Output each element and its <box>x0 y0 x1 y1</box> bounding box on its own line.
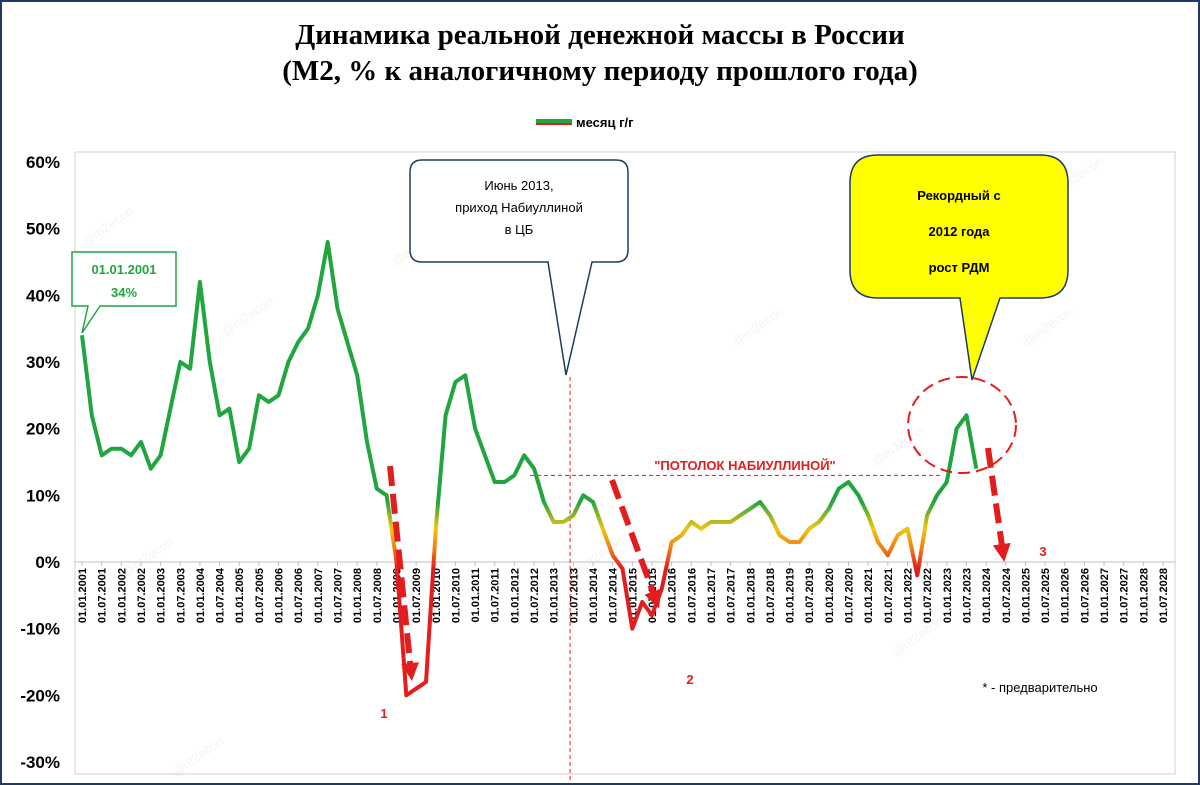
x-tick-label: 01.07.2013 <box>568 568 580 623</box>
x-tick-label: 01.07.2008 <box>372 568 384 623</box>
arrow <box>985 447 1011 562</box>
arrow <box>609 478 662 609</box>
x-tick-label: 01.01.2006 <box>274 568 286 623</box>
callout-box <box>409 159 629 376</box>
x-tick-label: 01.01.2028 <box>1138 568 1150 623</box>
x-tick-label: 01.01.2018 <box>745 568 757 623</box>
x-tick-label: 01.07.2011 <box>490 568 502 622</box>
y-tick-label: 50% <box>26 220 60 239</box>
x-tick-label: 01.01.2021 <box>863 568 875 623</box>
x-tick-label: 01.01.2016 <box>667 568 679 623</box>
x-tick-label: 01.07.2004 <box>215 567 227 623</box>
highlight-circle <box>907 376 1017 474</box>
x-tick-label: 01.01.2022 <box>902 568 914 623</box>
x-tick-label: 01.01.2007 <box>313 568 325 623</box>
x-tick-label: 01.07.2025 <box>1040 568 1052 623</box>
x-tick-label: 01.01.2002 <box>116 568 128 623</box>
y-tick-label: -20% <box>20 686 60 705</box>
y-tick-label: 20% <box>26 420 60 439</box>
x-tick-label: 01.01.2001 <box>77 568 89 623</box>
x-tick-label: 01.07.2028 <box>1158 568 1170 623</box>
y-tick-label: 10% <box>26 486 60 505</box>
x-tick-label: 01.01.2024 <box>981 567 993 623</box>
arrow <box>387 465 420 681</box>
x-tick-label: 01.07.2010 <box>450 568 462 623</box>
x-tick-label: 01.01.2027 <box>1099 568 1111 623</box>
x-tick-label: 01.07.2012 <box>529 568 541 623</box>
callout-text: Июнь 2013, <box>484 178 553 193</box>
y-tick-label: -10% <box>20 620 60 639</box>
x-tick-label: 01.01.2023 <box>942 568 954 623</box>
x-tick-label: 01.07.2005 <box>254 568 266 623</box>
x-tick-label: 01.01.2003 <box>156 568 168 623</box>
series-line <box>80 240 979 698</box>
plot: -30% -20% -10% 0% 10% 20% 30% 40% 50% 60% 01.01.20… <box>20 151 1176 782</box>
x-tick-label: 01.07.2023 <box>961 568 973 623</box>
x-tick-label: 01.07.2009 <box>411 568 423 623</box>
x-tick-label: 01.07.2003 <box>175 568 187 623</box>
y-tick-label: -30% <box>20 753 60 772</box>
x-tick-label: 01.07.2001 <box>97 568 109 623</box>
x-tick-label: 01.07.2026 <box>1079 568 1091 623</box>
y-tick-label: 60% <box>26 153 60 172</box>
x-tick-label: 01.07.2022 <box>922 568 934 623</box>
x-tick-label: 01.01.2017 <box>706 568 718 623</box>
note: * - предварительно <box>982 680 1097 695</box>
plot-area <box>74 151 1176 775</box>
x-tick-label: 01.01.2014 <box>588 567 600 623</box>
x-tick-label: 01.01.2008 <box>352 568 364 623</box>
x-tick-label: 01.01.2004 <box>195 567 207 623</box>
callout-box <box>849 154 1069 381</box>
x-tick-label: 01.07.2017 <box>726 568 738 623</box>
x-tick-label: 01.07.2024 <box>1001 567 1013 623</box>
x-tick-label: 01.01.2025 <box>1020 568 1032 623</box>
callout-text: рост РДМ <box>929 260 990 275</box>
y-tick-label: 40% <box>26 286 60 305</box>
callout-text: в ЦБ <box>505 222 534 237</box>
x-tick-label: 01.01.2013 <box>549 568 561 623</box>
x-tick-label: 01.07.2021 <box>883 568 895 623</box>
x-tick-label: 01.07.2018 <box>765 568 777 623</box>
x-tick-label: 01.01.2026 <box>1060 568 1072 623</box>
callout-text: 01.01.2001 <box>91 262 156 277</box>
x-tick-label: 01.01.2012 <box>509 568 521 623</box>
y-tick-label: 30% <box>26 353 60 372</box>
marker-number: 1 <box>380 706 387 721</box>
marker-number: 2 <box>686 672 693 687</box>
x-tick-label: 01.07.2006 <box>293 568 305 623</box>
marker-number: 3 <box>1039 544 1046 559</box>
x-tick-label: 01.07.2014 <box>608 567 620 623</box>
x-tick-label: 01.07.2016 <box>686 568 698 623</box>
x-tick-label: 01.01.2020 <box>824 568 836 623</box>
x-tick-label: 01.07.2002 <box>136 568 148 623</box>
title-line: (М2, % к аналогичному периоду прошлого г… <box>282 55 918 87</box>
callout-text: приход Набиуллиной <box>455 200 583 215</box>
x-tick-label: 01.07.2027 <box>1119 568 1131 623</box>
x-tick-label: 01.07.2007 <box>333 568 345 623</box>
x-tick-label: 01.07.2019 <box>804 568 816 623</box>
ceiling-label: "ПОТОЛОК НАБИУЛЛИНОЙ" <box>654 458 835 473</box>
arrows <box>387 447 1011 681</box>
callout-text: 2012 года <box>928 224 990 239</box>
x-tick-label: 01.01.2005 <box>234 568 246 623</box>
callout-text: 34% <box>111 285 137 300</box>
x-tick-label: 01.07.2020 <box>844 568 856 623</box>
callout-box <box>71 251 177 334</box>
x-tick-label: 01.01.2019 <box>785 568 797 623</box>
x-tick-label: 01.01.2011 <box>470 568 482 622</box>
y-tick-label: 0% <box>35 553 60 572</box>
title-line: Динамика реальной денежной массы в Росси… <box>295 19 904 51</box>
legend-label: месяц г/г <box>576 115 634 130</box>
callout-text: Рекордный с <box>917 188 1001 203</box>
